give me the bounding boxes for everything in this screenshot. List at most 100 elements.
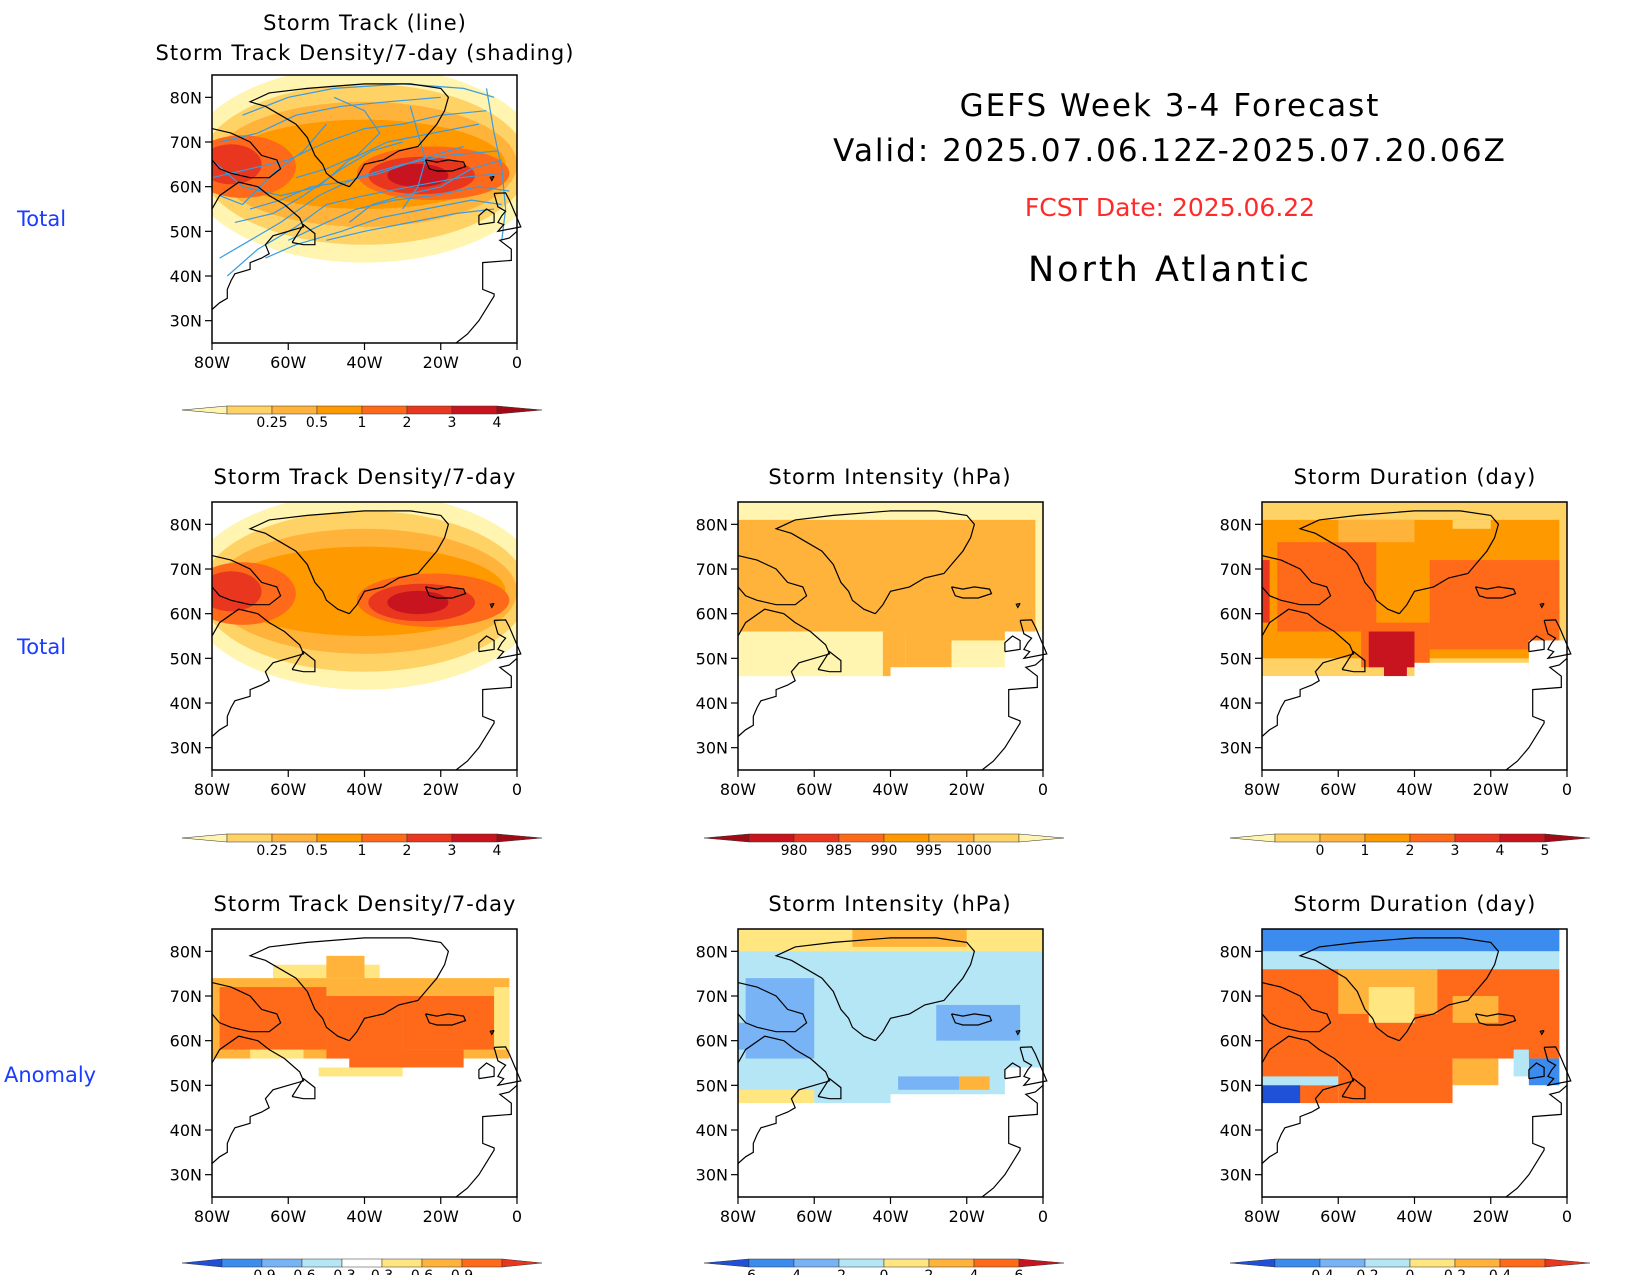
- grid-cell: [1004, 1067, 1043, 1197]
- lat-tick-label: 70N: [170, 560, 202, 579]
- lon-tick-label: 80W: [720, 780, 756, 799]
- lon-tick-label: 40W: [872, 1207, 908, 1226]
- colorbar-swatch: [316, 833, 363, 843]
- panel-3-title: Storm Intensity (hPa): [768, 465, 1012, 489]
- lat-tick-label: 40N: [1220, 694, 1252, 713]
- storm-track-line: [219, 123, 327, 206]
- lat-tick-label: 40N: [170, 694, 202, 713]
- shading: [212, 955, 510, 1077]
- colorbar-tick-label: 0.4: [1489, 1268, 1511, 1275]
- coastline: [774, 937, 976, 1042]
- colorbar-tick-label: 3: [448, 415, 457, 431]
- lon-tick-label: 60W: [270, 1207, 306, 1226]
- lon-tick-label: 0: [512, 1207, 522, 1226]
- coastlines: [1261, 937, 1572, 1198]
- grid-cell: [1368, 987, 1415, 1023]
- colorbar-swatch: [316, 405, 363, 415]
- colorbar-swatch: [1499, 833, 1546, 843]
- storm-track-line: [265, 199, 502, 259]
- colorbar-swatch: [1409, 1258, 1456, 1268]
- colorbar-swatch: [973, 833, 1020, 843]
- panel-6-title: Storm Intensity (hPa): [768, 892, 1012, 916]
- lon-tick-label: 0: [1562, 780, 1572, 799]
- coastline: [981, 1084, 1044, 1198]
- colorbar-swatch: [461, 1258, 503, 1268]
- intensity-anomaly-map: 80N 70N 60N 50N 40N 30N 80W 60W 40W 20W 0: [696, 928, 1048, 1226]
- lat-tick-label: 80N: [1220, 942, 1252, 961]
- coastline: [1474, 1013, 1517, 1026]
- colorbar-tick-label: -6: [742, 1268, 756, 1275]
- coastline: [424, 586, 467, 599]
- lon-tick-label: 20W: [1473, 1207, 1509, 1226]
- colorbar-5: -0.9 -0.6 -0.3 0.3 0.6 0.9: [181, 1258, 543, 1275]
- shade-area: [387, 590, 449, 615]
- coastline: [478, 1062, 495, 1080]
- storm-track-line: [295, 96, 381, 179]
- coastline: [1261, 555, 1332, 606]
- coastline: [737, 555, 808, 606]
- grid-cell: [494, 987, 510, 1050]
- lon-tick-label: 20W: [949, 1207, 985, 1226]
- lat-tick-label: 60N: [170, 1032, 202, 1051]
- colorbar-tick-label: -4: [787, 1268, 801, 1275]
- row-label-3: Anomaly: [4, 1063, 97, 1087]
- colorbar-swatch: [501, 1258, 543, 1268]
- lat-tick-label: 30N: [170, 1166, 202, 1185]
- coastline: [489, 175, 495, 182]
- coastlines: [737, 937, 1048, 1198]
- grid-cell: [1262, 1076, 1339, 1086]
- coastline: [489, 1029, 495, 1036]
- colorbar-tick-label: 1: [358, 415, 367, 431]
- lat-tick-label: 50N: [1220, 649, 1252, 668]
- colorbar-swatch: [1319, 833, 1366, 843]
- storm-track-line: [288, 186, 510, 241]
- lon-tick-label: 40W: [346, 780, 382, 799]
- lon-tick-label: 80W: [1244, 1207, 1280, 1226]
- colorbar-swatch: [1229, 833, 1276, 843]
- colorbar-tick-label: 1000: [956, 843, 992, 859]
- duration-map: 80N 70N 60N 50N 40N 30N 80W 60W 40W 20W 0: [1220, 501, 1572, 799]
- coastline: [1528, 1062, 1545, 1080]
- lat-tick-label: 50N: [696, 1076, 728, 1095]
- coastline: [211, 128, 282, 179]
- lat-tick-label: 40N: [1220, 1121, 1252, 1140]
- valid-range: Valid: 2025.07.06.12Z-2025.07.20.06Z: [833, 133, 1507, 169]
- lat-tick-label: 60N: [170, 605, 202, 624]
- lon-tick-label: 80W: [194, 780, 230, 799]
- grid-cell: [1452, 519, 1491, 529]
- grid-cell: [318, 1067, 403, 1077]
- colorbar-swatch: [1409, 833, 1456, 843]
- colorbar-swatch: [341, 1258, 383, 1268]
- colorbar-tick-label: 0.25: [256, 415, 287, 431]
- colorbar-tick-label: 3: [1451, 843, 1460, 859]
- storm-track-line: [219, 150, 498, 259]
- storm-track-line: [219, 96, 441, 143]
- storm-track-line: [249, 145, 464, 210]
- lon-tick-label: 80W: [194, 1207, 230, 1226]
- lat-tick-label: 70N: [170, 987, 202, 1006]
- colorbar-swatch: [496, 833, 543, 843]
- coastline: [493, 1046, 522, 1087]
- coastline: [737, 982, 808, 1033]
- coastline: [1261, 982, 1332, 1033]
- lon-tick-label: 0: [512, 353, 522, 372]
- colorbar-tick-label: 4: [1496, 843, 1505, 859]
- coastline: [489, 602, 495, 609]
- coastline: [248, 937, 450, 1042]
- colorbar-tick-label: 0.5: [306, 415, 328, 431]
- colorbar-swatch: [1364, 833, 1411, 843]
- grid-cell: [1262, 951, 1560, 970]
- grid-cell: [1452, 1085, 1567, 1197]
- colorbar-tick-label: 3: [448, 843, 457, 859]
- coastline: [478, 208, 495, 226]
- lon-tick-label: 80W: [1244, 780, 1280, 799]
- lon-tick-label: 40W: [1396, 1207, 1432, 1226]
- colorbar-swatch: [1229, 1258, 1276, 1268]
- colorbar-swatch: [361, 405, 408, 415]
- colorbar-tick-label: 6: [1015, 1268, 1024, 1275]
- colorbar-tick-label: -0.3: [328, 1268, 355, 1275]
- colorbar-tick-label: 2: [1406, 843, 1415, 859]
- grid-cell: [1262, 929, 1560, 952]
- lat-tick-label: 30N: [1220, 739, 1252, 758]
- storm-track-line: [326, 208, 495, 241]
